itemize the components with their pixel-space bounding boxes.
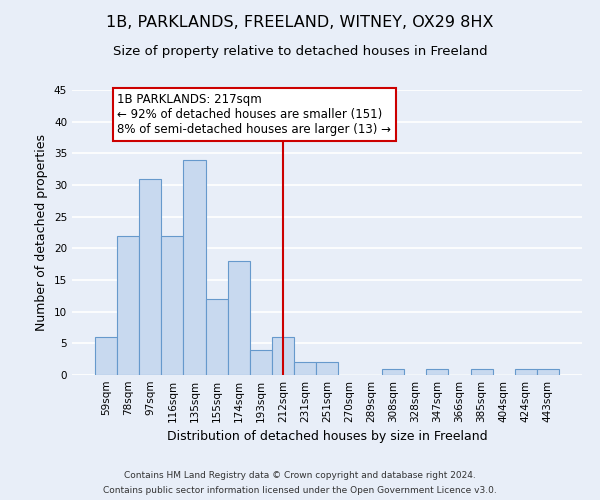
Text: 1B, PARKLANDS, FREELAND, WITNEY, OX29 8HX: 1B, PARKLANDS, FREELAND, WITNEY, OX29 8H… [106, 15, 494, 30]
Text: Contains HM Land Registry data © Crown copyright and database right 2024.: Contains HM Land Registry data © Crown c… [124, 471, 476, 480]
X-axis label: Distribution of detached houses by size in Freeland: Distribution of detached houses by size … [167, 430, 487, 444]
Bar [139, 178, 161, 375]
Text: Contains public sector information licensed under the Open Government Licence v3: Contains public sector information licen… [103, 486, 497, 495]
Bar [184, 160, 206, 375]
Y-axis label: Number of detached properties: Number of detached properties [35, 134, 49, 331]
Bar [427, 368, 448, 375]
Text: 1B PARKLANDS: 217sqm
← 92% of detached houses are smaller (151)
8% of semi-detac: 1B PARKLANDS: 217sqm ← 92% of detached h… [117, 93, 391, 136]
Bar [470, 368, 493, 375]
Bar [316, 362, 338, 375]
Bar [294, 362, 316, 375]
Bar [227, 261, 250, 375]
Bar [161, 236, 184, 375]
Text: Size of property relative to detached houses in Freeland: Size of property relative to detached ho… [113, 45, 487, 58]
Bar [250, 350, 272, 375]
Bar [537, 368, 559, 375]
Bar [117, 236, 139, 375]
Bar [272, 337, 294, 375]
Bar [382, 368, 404, 375]
Bar [206, 299, 227, 375]
Bar [95, 337, 117, 375]
Bar [515, 368, 537, 375]
